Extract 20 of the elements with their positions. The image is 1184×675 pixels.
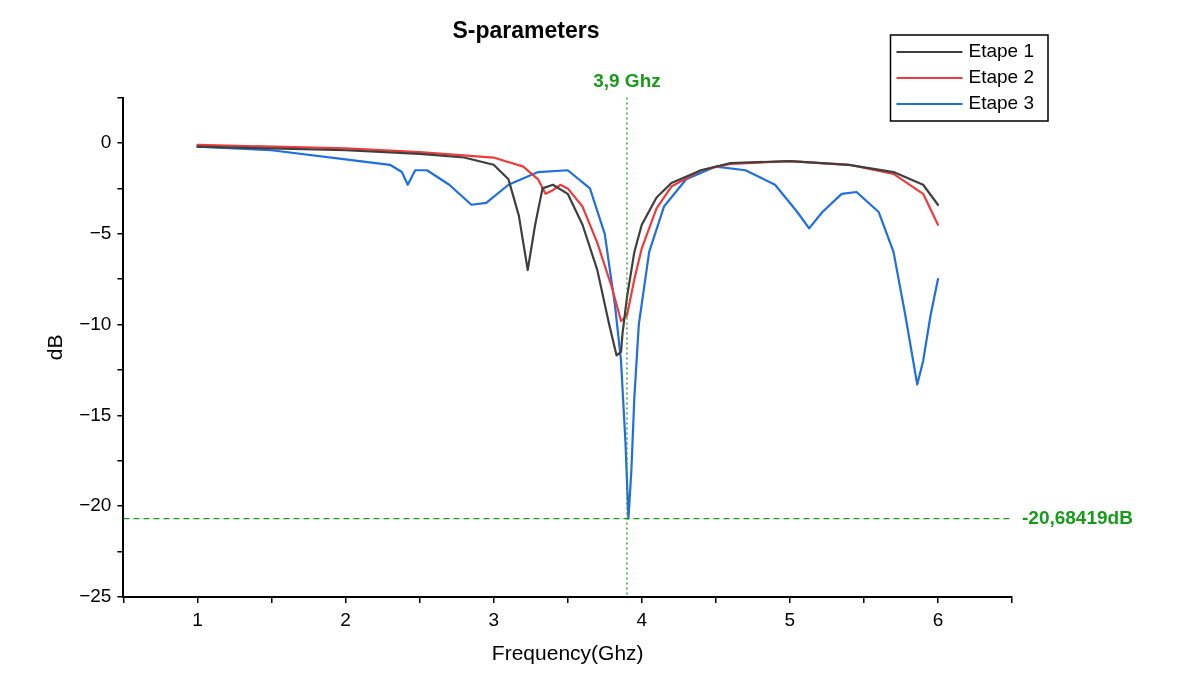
y-tick-label: −25 — [79, 585, 112, 607]
y-tick-label: −20 — [79, 494, 112, 516]
ref-line-label: -20,68419dB — [1022, 506, 1133, 528]
legend-label: Etape 3 — [968, 92, 1034, 114]
x-tick-label: 6 — [932, 608, 944, 630]
y-tick-label: 0 — [100, 131, 112, 153]
x-tick-label: 2 — [340, 608, 351, 630]
x-tick-label: 1 — [192, 608, 203, 630]
x-tick-label: 4 — [636, 608, 648, 630]
chart-title: S-parameters — [452, 17, 600, 44]
x-tick-label: 3 — [488, 608, 499, 630]
y-tick-label: −10 — [79, 312, 112, 334]
legend-label: Etape 2 — [968, 66, 1034, 88]
y-tick-label: −5 — [89, 222, 112, 244]
x-axis-title: Frequency(Ghz) — [491, 641, 644, 665]
y-tick-label: −15 — [79, 403, 112, 425]
ref-line-label: 3,9 Ghz — [593, 70, 661, 92]
legend-label: Etape 1 — [968, 40, 1034, 62]
x-tick-label: 5 — [784, 608, 796, 630]
y-axis-title: dB — [43, 334, 67, 361]
